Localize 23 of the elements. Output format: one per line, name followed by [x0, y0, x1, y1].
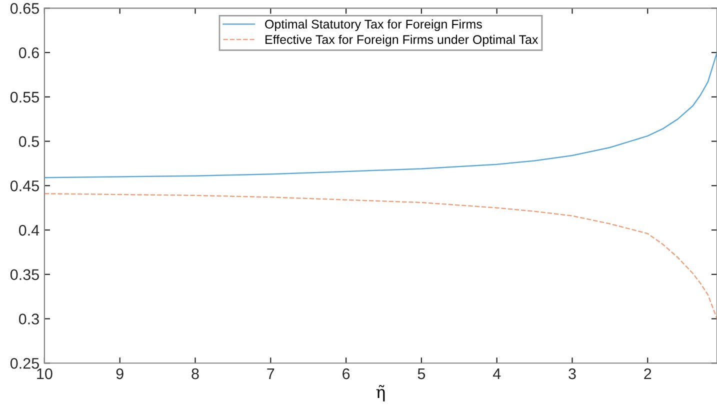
y-tick-label: 0.25 [10, 358, 39, 369]
x-tick-label: 7 [267, 368, 274, 380]
line-series [44, 193, 717, 320]
x-tick-label: 9 [116, 368, 124, 380]
y-tick-label: 0.35 [10, 269, 39, 280]
x-tick-label: 8 [192, 368, 199, 380]
y-tick-label: 0.55 [10, 92, 39, 103]
y-tick-label: 0.5 [18, 136, 39, 147]
x-tick-label: 2 [644, 368, 652, 380]
y-tick-label: 0.45 [10, 180, 39, 192]
line-series [44, 52, 717, 178]
y-tick-label: 0.4 [18, 224, 40, 236]
legend-label: Optimal Statutory Tax for Foreign Firms [265, 19, 482, 32]
legend-label: Effective Tax for Foreign Firms under Optimal Tax [266, 34, 538, 46]
x-tick-label: 3 [568, 368, 576, 380]
x-tick-label: 5 [418, 368, 426, 380]
y-tick-label: 0.65 [10, 3, 39, 14]
x-tick-label: 4 [492, 368, 501, 380]
x-tick-label: 6 [342, 368, 350, 380]
x-tick-label: 10 [37, 368, 52, 380]
x-axis-title: η̃ [376, 385, 385, 402]
y-tick-label: 0.6 [18, 47, 39, 58]
y-tick-label: 0.3 [18, 314, 39, 324]
